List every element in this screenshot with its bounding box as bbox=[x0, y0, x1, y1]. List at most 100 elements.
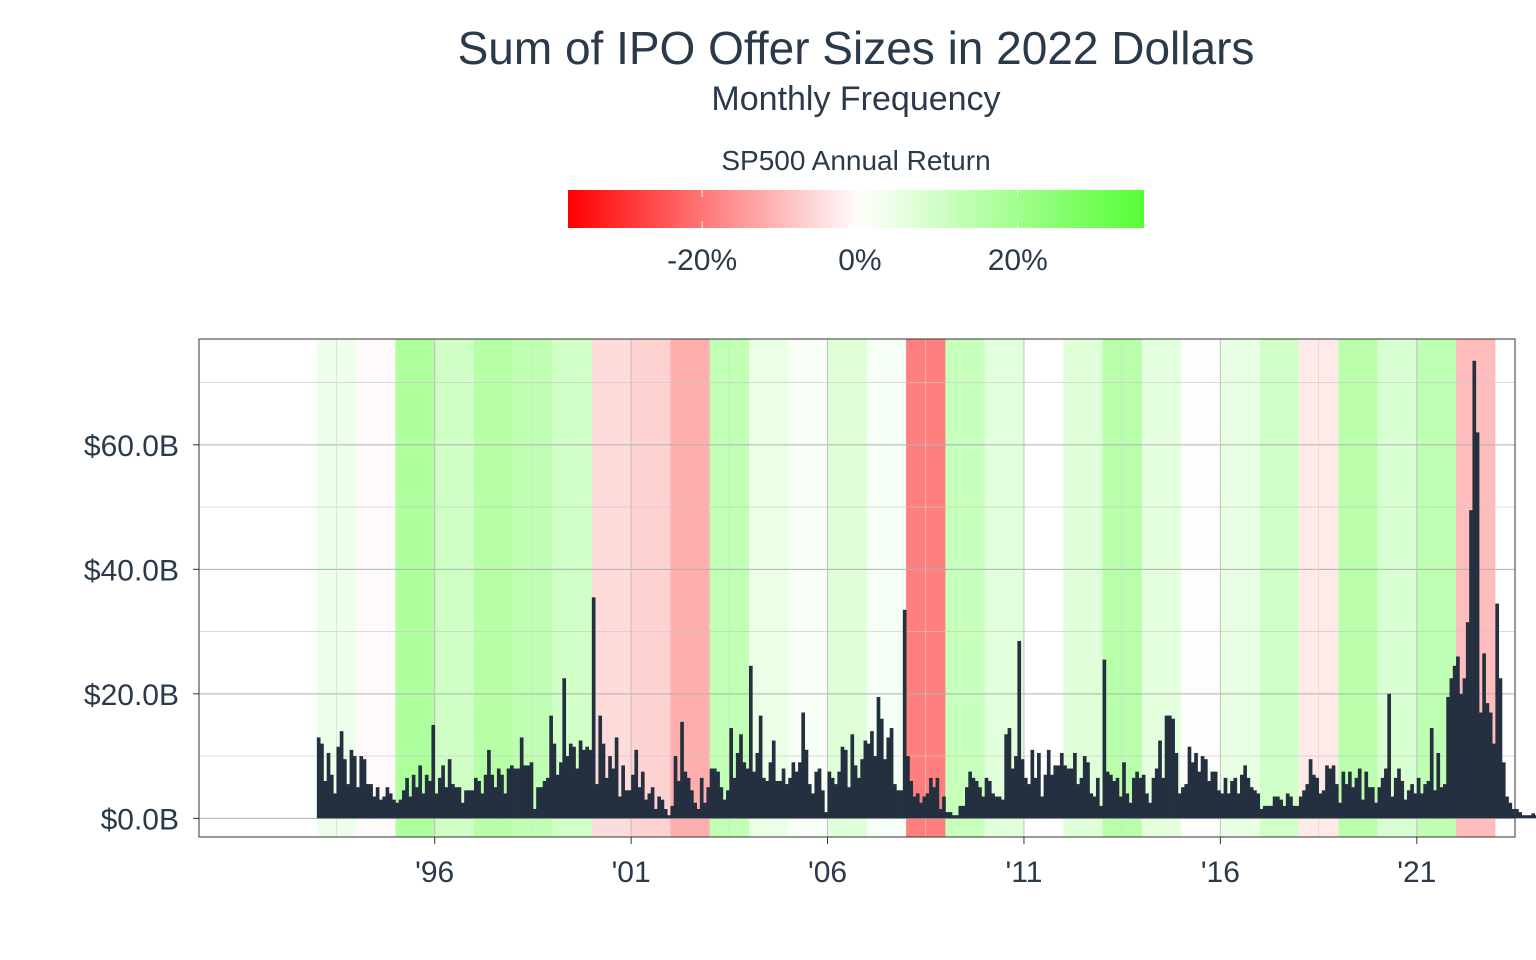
bar bbox=[1446, 696, 1450, 819]
bar bbox=[716, 771, 720, 819]
bar bbox=[847, 787, 851, 819]
bar bbox=[460, 802, 465, 819]
bar bbox=[850, 734, 855, 819]
bar bbox=[1004, 734, 1008, 819]
return-band-2020 bbox=[1377, 339, 1417, 837]
y-tick-label: $60.0B bbox=[84, 430, 179, 463]
bar bbox=[1073, 752, 1077, 819]
bar bbox=[1492, 743, 1496, 819]
bar bbox=[1181, 787, 1185, 819]
bar bbox=[827, 771, 832, 819]
bar bbox=[1236, 793, 1241, 819]
bar bbox=[1154, 768, 1159, 819]
bar bbox=[333, 793, 337, 819]
return-band-1995 bbox=[395, 339, 435, 837]
bar bbox=[1158, 740, 1162, 819]
bar bbox=[729, 728, 734, 819]
bar bbox=[490, 774, 495, 819]
bar bbox=[765, 780, 770, 819]
legend-tick-label: 0% bbox=[838, 244, 881, 277]
bar bbox=[1086, 762, 1090, 819]
bar bbox=[1131, 777, 1136, 819]
bar bbox=[699, 777, 704, 819]
bar bbox=[1184, 784, 1189, 819]
bar bbox=[853, 765, 858, 819]
bar bbox=[532, 808, 537, 819]
bar bbox=[388, 793, 393, 819]
bar bbox=[834, 784, 838, 819]
bar bbox=[454, 787, 459, 819]
bar bbox=[618, 796, 622, 819]
bar bbox=[647, 793, 652, 819]
bar bbox=[978, 787, 982, 819]
bar bbox=[1010, 768, 1015, 819]
bar bbox=[735, 752, 740, 819]
bar bbox=[974, 780, 979, 819]
bar bbox=[1384, 768, 1388, 819]
bar bbox=[578, 740, 583, 819]
bar bbox=[470, 790, 475, 819]
bar bbox=[1511, 808, 1516, 819]
bar bbox=[483, 774, 488, 819]
bar bbox=[958, 805, 963, 819]
bar bbox=[1442, 784, 1447, 819]
bar bbox=[899, 790, 904, 819]
bar bbox=[654, 808, 658, 819]
bar bbox=[893, 784, 897, 819]
bar bbox=[1007, 728, 1012, 819]
bar bbox=[408, 796, 413, 819]
bar bbox=[1233, 777, 1238, 819]
bar bbox=[464, 790, 468, 819]
bar bbox=[346, 784, 350, 819]
bar bbox=[1141, 774, 1146, 819]
return-band-2009 bbox=[945, 339, 985, 837]
bar bbox=[938, 808, 943, 819]
x-tick-label: '16 bbox=[1201, 856, 1240, 889]
bar bbox=[1256, 793, 1261, 819]
bar bbox=[1515, 808, 1519, 819]
bar bbox=[1017, 640, 1022, 819]
x-axis: '96 '01 '06 '11 '16 '21 bbox=[415, 837, 1436, 889]
bar bbox=[601, 743, 606, 819]
bar bbox=[1112, 780, 1117, 819]
bar bbox=[811, 793, 815, 819]
bar bbox=[362, 759, 367, 819]
bar bbox=[788, 777, 792, 819]
bar bbox=[935, 777, 940, 819]
bar bbox=[1099, 805, 1103, 819]
bar bbox=[843, 749, 848, 819]
y-tick-label: $0.0B bbox=[101, 803, 179, 836]
legend-title: SP500 Annual Return bbox=[721, 145, 990, 176]
bar bbox=[879, 718, 884, 819]
bar bbox=[539, 787, 544, 819]
legend-colorbar bbox=[568, 190, 1144, 228]
bar bbox=[431, 724, 436, 819]
bar bbox=[739, 734, 743, 819]
y-tick-label: $20.0B bbox=[84, 679, 179, 712]
bar bbox=[598, 715, 603, 819]
bar bbox=[352, 756, 357, 819]
bar bbox=[1331, 765, 1336, 819]
bar bbox=[451, 784, 455, 819]
bar bbox=[1344, 784, 1349, 819]
bar bbox=[1361, 799, 1365, 819]
bar bbox=[405, 777, 409, 819]
bar bbox=[1325, 765, 1329, 819]
bar bbox=[889, 728, 894, 819]
bar bbox=[703, 802, 707, 819]
bar bbox=[1174, 752, 1179, 819]
bar bbox=[922, 796, 927, 819]
bar bbox=[519, 737, 524, 819]
bar bbox=[1046, 749, 1051, 819]
bar bbox=[1380, 777, 1385, 819]
bar bbox=[925, 793, 930, 819]
bar bbox=[513, 768, 517, 819]
bar bbox=[1246, 777, 1251, 819]
bar bbox=[981, 796, 986, 819]
bar bbox=[961, 805, 966, 819]
return-band-2002 bbox=[670, 339, 710, 837]
bar bbox=[686, 777, 691, 819]
bar bbox=[1030, 749, 1035, 819]
bar bbox=[536, 787, 540, 819]
bar bbox=[1161, 777, 1166, 819]
